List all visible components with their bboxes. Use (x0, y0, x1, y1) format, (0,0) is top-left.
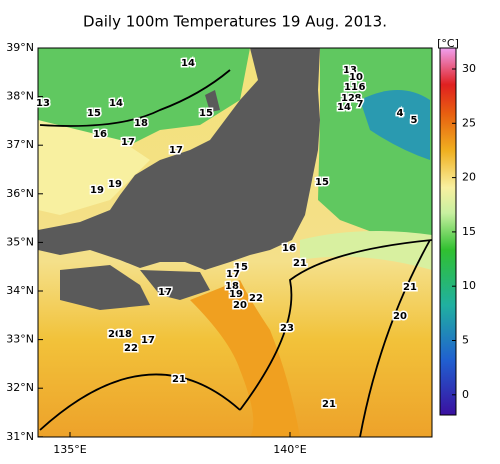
colorbar-label: 10 (462, 279, 476, 292)
lat-label: 31°N (6, 430, 34, 443)
lat-label: 33°N (6, 333, 34, 346)
title: Daily 100m Temperatures 19 Aug. 2013. (83, 13, 387, 31)
contour-label: 8 (355, 93, 362, 104)
land (140, 270, 210, 300)
warm-patch (38, 120, 150, 215)
contour-label: 21 (322, 399, 336, 410)
colorbar-label: 15 (462, 225, 476, 238)
lat-label: 38°N (6, 90, 34, 103)
contour-label: 6 (359, 82, 366, 93)
land (60, 265, 150, 310)
contour-label: 23 (280, 323, 294, 334)
contour-label: 21 (403, 282, 417, 293)
contour-label: 21 (172, 374, 186, 385)
lat-label: 32°N (6, 381, 34, 394)
north-west-water (38, 48, 250, 150)
contour-label: 16 (93, 129, 107, 140)
contour-label: 20 (393, 311, 407, 322)
colorbar-label: 0 (462, 388, 469, 401)
contour-label: 16 (282, 243, 296, 254)
map (38, 48, 432, 437)
lat-label: 37°N (6, 138, 34, 151)
lat-label: 36°N (6, 187, 34, 200)
contour-label: 17 (158, 287, 172, 298)
contour-label: 12 (341, 93, 355, 104)
contour-label: 13 (36, 98, 50, 109)
colorbar-unit: [°C] (437, 37, 459, 50)
contour-label: 14 (181, 58, 195, 69)
contour-label: 4 (397, 108, 404, 119)
contour-label: 14 (109, 98, 123, 109)
lat-label: 35°N (6, 235, 34, 248)
contour-label: 17 (141, 335, 155, 346)
colorbar-label: 25 (462, 116, 476, 129)
contour-label: 14 (337, 102, 351, 113)
contour-label: 5 (411, 115, 418, 126)
contour-label: 18 (134, 118, 148, 129)
contour-label: 15 (234, 262, 248, 273)
contour-label: 22 (249, 293, 263, 304)
contour-label: 13 (343, 65, 357, 76)
contour-label: 15 (199, 108, 213, 119)
land (38, 48, 320, 270)
lon-label: 135°E (53, 443, 86, 456)
lat-label: 39°N (6, 41, 34, 54)
contour (359, 239, 431, 437)
lon-label: 140°E (273, 443, 306, 456)
contour-label: 18 (118, 329, 132, 340)
contour-label: 15 (87, 108, 101, 119)
contour-label: 17 (169, 145, 183, 156)
contour-label: 17 (226, 269, 240, 280)
colorbar-label: 5 (462, 334, 469, 347)
contour-label: 21 (293, 258, 307, 269)
contour-label: 17 (121, 137, 135, 148)
contour-label: 19 (90, 185, 104, 196)
contour-label: 15 (315, 177, 329, 188)
contour (39, 373, 241, 431)
contour (39, 69, 231, 127)
colorbar-label: 30 (462, 62, 476, 75)
cold-eddy (360, 90, 430, 160)
colorbar-label: 20 (462, 171, 476, 184)
contour-label: 19 (108, 179, 122, 190)
island (205, 90, 220, 112)
contour-label: 11 (344, 82, 358, 93)
contour-label: 20 (108, 329, 122, 340)
contour-label: 19 (229, 289, 243, 300)
contour-label: 22 (124, 343, 138, 354)
contour-label: 7 (357, 99, 364, 110)
kuroshio (190, 280, 300, 437)
contour-label: 18 (225, 281, 239, 292)
contour-label: 20 (233, 300, 247, 311)
contour (239, 239, 432, 411)
lat-label: 34°N (6, 284, 34, 297)
contour-label: 10 (349, 72, 363, 83)
